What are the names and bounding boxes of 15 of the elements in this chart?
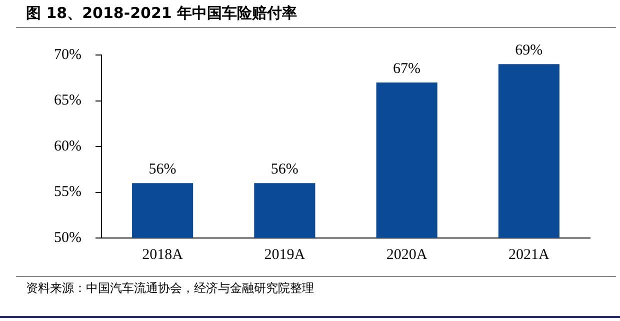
text: 资料来源：中国汽车流通协会，经济与金融研究院整理 bbox=[26, 280, 314, 297]
data-label: 56% bbox=[148, 162, 176, 178]
x-tick-label: 2020A bbox=[386, 246, 428, 263]
y-tick-label: 70% bbox=[54, 46, 82, 63]
x-tick-label: 2018A bbox=[142, 246, 184, 263]
x-tick-label: 2019A bbox=[264, 246, 306, 263]
data-label: 69% bbox=[515, 42, 543, 59]
chart-title: 图 18、2018-2021 年中国车险赔付率 bbox=[26, 4, 298, 23]
y-tick-label: 65% bbox=[54, 92, 82, 109]
y-tick-label: 60% bbox=[54, 138, 82, 154]
y-tick-label: 55% bbox=[54, 184, 82, 200]
data-label: 56% bbox=[270, 162, 298, 178]
data-label: 67% bbox=[393, 60, 421, 77]
y-tick-label: 50% bbox=[54, 230, 82, 246]
x-tick-label: 2021A bbox=[508, 246, 550, 263]
